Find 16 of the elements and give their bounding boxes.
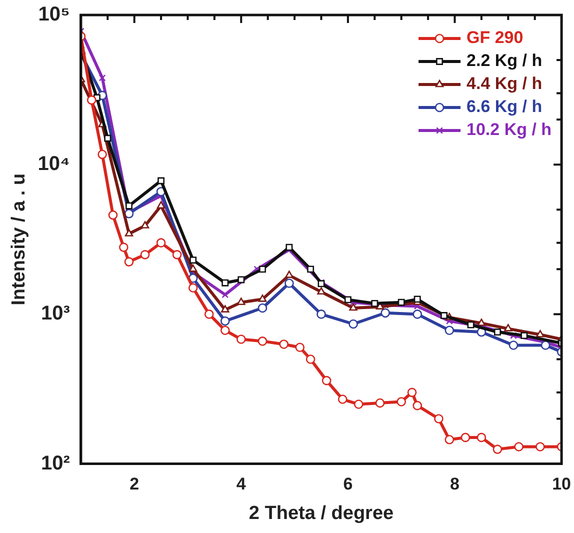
- y-tick-label: 10⁵: [38, 4, 70, 26]
- y-tick-label: 10²: [41, 452, 70, 474]
- legend-label: 10.2 Kg / h: [466, 120, 552, 140]
- y-axis-title: Intensity / a . u: [8, 173, 30, 306]
- y-tick-label: 10³: [41, 302, 70, 325]
- legend-label: 2.2 Kg / h: [466, 51, 542, 70]
- x-tick-label: 10: [552, 474, 572, 494]
- x-tick-label: 6: [343, 474, 353, 494]
- x-tick-label: 4: [236, 474, 246, 494]
- legend-label: 4.4 Kg / h: [466, 74, 542, 94]
- x-axis-title: 2 Theta / degree: [248, 502, 394, 524]
- x-tick-label: 8: [450, 474, 460, 494]
- y-tick-label: 10⁴: [38, 153, 70, 176]
- x-tick-label: 2: [130, 474, 140, 494]
- legend-label: GF 290: [466, 28, 524, 48]
- legend-label: 6.6 Kg / h: [466, 97, 542, 116]
